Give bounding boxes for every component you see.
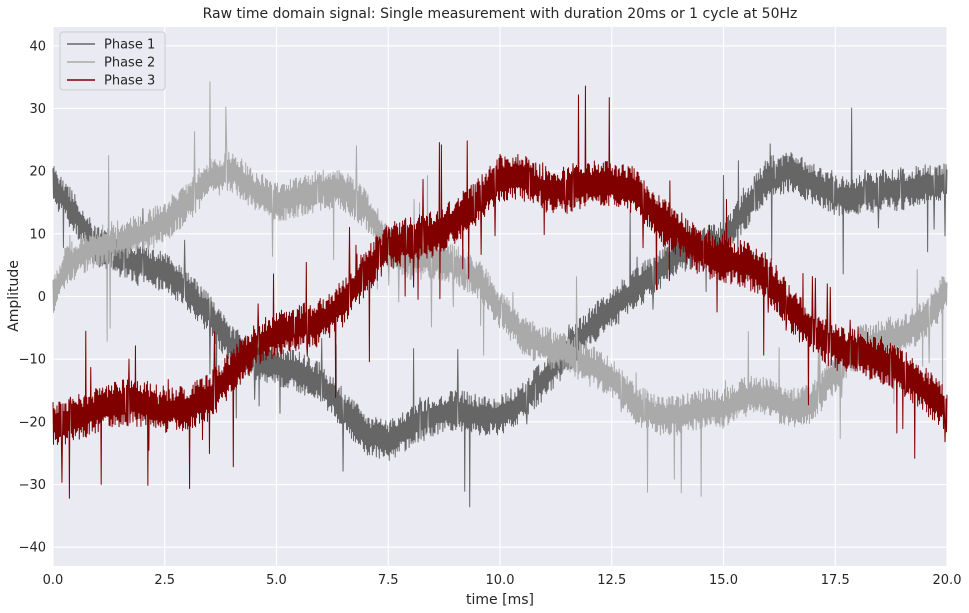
series-line-1: [52, 107, 948, 508]
y-tick-label: 40: [29, 39, 46, 54]
y-tick-label: −30: [19, 478, 46, 493]
x-tick-label: 7.5: [378, 573, 399, 588]
chart-title: Raw time domain signal: Single measureme…: [203, 6, 798, 22]
y-tick-label: 10: [29, 227, 46, 242]
y-axis-label: Amplitude: [6, 260, 22, 332]
y-tick-label: 30: [29, 102, 46, 117]
tick-labels: 0.0 2.5 5.0 7.5 10.0 12.5 15.0 17.5 20.0 40 30 20 10…: [19, 39, 962, 588]
x-tick-label: 15.0: [709, 573, 738, 588]
x-axis-label: time [ms]: [466, 592, 534, 608]
y-tick-label: −20: [19, 415, 46, 430]
y-tick-label: −10: [19, 353, 46, 368]
x-tick-label: 20.0: [933, 573, 962, 588]
x-tick-label: 2.5: [154, 573, 175, 588]
x-tick-label: 10.0: [486, 573, 515, 588]
legend-label-3: Phase 3: [104, 74, 155, 89]
legend-label-2: Phase 2: [104, 56, 155, 71]
x-tick-label: 12.5: [597, 573, 626, 588]
y-tick-label: 0: [38, 290, 46, 305]
grid: [52, 27, 948, 566]
x-tick-label: 0.0: [43, 573, 64, 588]
series-line-3: [52, 85, 948, 499]
series-layer: [52, 81, 948, 508]
y-tick-label: 20: [29, 165, 46, 180]
legend: Phase 1 Phase 2 Phase 3: [59, 31, 166, 91]
legend-box: [59, 31, 166, 91]
legend-label-1: Phase 1: [104, 38, 155, 53]
series-line-2: [52, 81, 948, 497]
x-tick-label: 17.5: [821, 573, 850, 588]
x-tick-label: 5.0: [266, 573, 287, 588]
y-tick-label: −40: [19, 541, 46, 556]
